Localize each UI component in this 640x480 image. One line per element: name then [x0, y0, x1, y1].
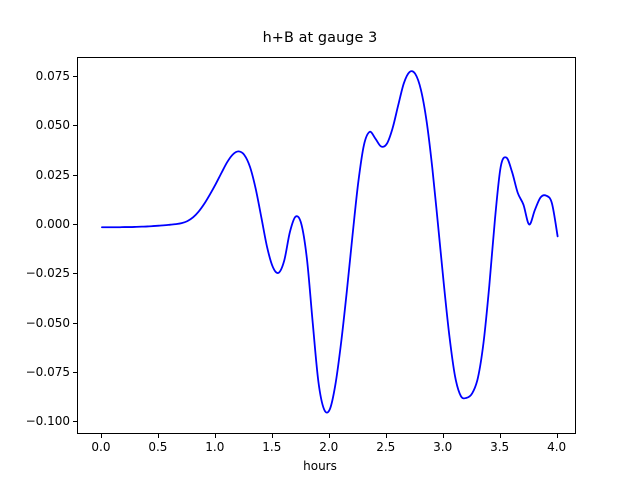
y-axis-tick-label: 0.050 — [35, 118, 70, 133]
y-axis-tick-label: 0.075 — [35, 68, 70, 83]
y-axis-tick-mark — [73, 322, 77, 324]
x-axis-label: hours — [303, 459, 337, 473]
x-axis-tick-mark — [499, 434, 501, 438]
plot-axes-frame — [77, 57, 576, 434]
y-axis-tick-label: 0.000 — [35, 216, 70, 231]
x-axis-tick-mark — [556, 434, 558, 438]
x-axis-tick-mark — [385, 434, 387, 438]
x-axis-tick-label: 2.0 — [319, 440, 339, 454]
x-axis-tick-label: 3.5 — [490, 440, 510, 454]
y-axis-tick-label: 0.025 — [35, 167, 70, 182]
page-title: h+B at gauge 3 — [262, 30, 378, 46]
x-axis-tick-mark — [100, 434, 102, 438]
y-axis-tick-mark — [73, 75, 77, 77]
line-chart-svg — [101, 70, 559, 414]
y-axis-tick-label: −0.100 — [25, 414, 70, 429]
x-axis-tick-label: 3.0 — [433, 440, 453, 454]
y-axis-tick-mark — [73, 273, 77, 275]
x-axis-tick-mark — [214, 434, 216, 438]
x-axis-tick-label: 4.0 — [547, 440, 567, 454]
x-axis-tick-label: 2.5 — [376, 440, 396, 454]
x-axis-tick-label: 1.5 — [262, 440, 282, 454]
y-axis-tick-label: −0.075 — [25, 364, 70, 379]
x-axis-tick-mark — [328, 434, 330, 438]
y-axis-tick-label: −0.025 — [25, 266, 70, 281]
x-axis-tick-mark — [157, 434, 159, 438]
y-axis-tick-labels: 0.075 0.050 0.025 0.000 −0.025 −0.050 −0.075 −0… — [0, 0, 70, 480]
y-axis-tick-mark — [73, 371, 77, 373]
x-axis-tick-label: 1.0 — [205, 440, 225, 454]
y-axis-tick-mark — [73, 174, 77, 176]
y-axis-tick-mark — [73, 421, 77, 423]
y-axis-tick-mark — [73, 125, 77, 127]
y-axis-tick-label: −0.050 — [25, 315, 70, 330]
x-axis-tick-mark — [442, 434, 444, 438]
y-axis-tick-mark — [73, 223, 77, 225]
x-axis-tick-mark — [271, 434, 273, 438]
x-axis-tick-label: 0.5 — [148, 440, 168, 454]
x-axis-tick-label: 0.0 — [91, 440, 111, 454]
data-series-line — [101, 70, 559, 414]
